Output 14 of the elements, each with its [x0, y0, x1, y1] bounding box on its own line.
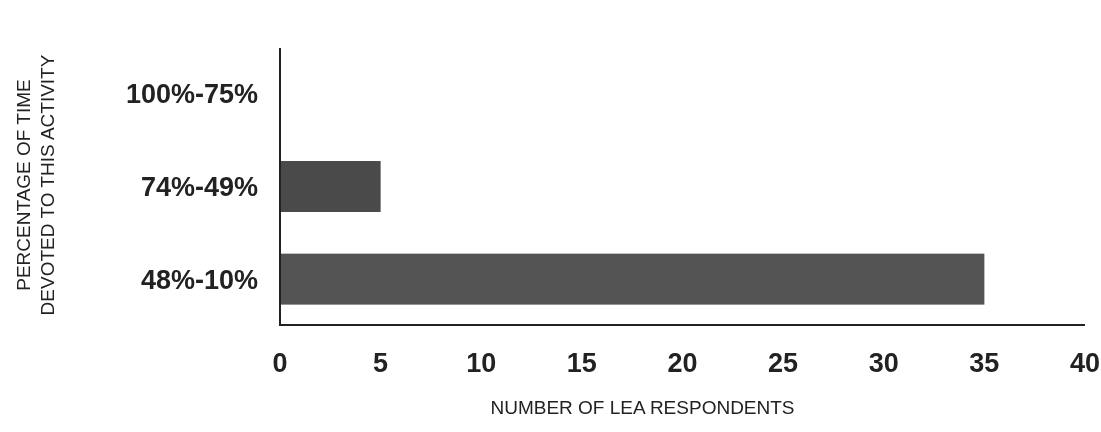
x-tick-label: 40 [1069, 348, 1101, 378]
y-tick-label: 48%-10% [140, 264, 258, 295]
x-tick-label: 5 [373, 348, 389, 378]
x-tick-label: 10 [466, 348, 497, 378]
x-tick-label: 0 [272, 348, 288, 378]
x-tick-label: 35 [969, 348, 1000, 378]
y-axis-title: PERCENTAGE OF TIME DEVOTED TO THIS ACTIVITY [13, 54, 58, 316]
x-axis-title: NUMBER OF LEA RESPONDENTS [490, 397, 795, 418]
x-tick-label: 25 [768, 348, 799, 378]
x-tick-label: 15 [566, 348, 597, 378]
y-tick-label: 74%-49% [140, 171, 258, 202]
y-tick-label: 100%-75% [125, 79, 258, 110]
x-tick-label: 20 [667, 348, 698, 378]
x-tick-label: 30 [868, 348, 899, 378]
